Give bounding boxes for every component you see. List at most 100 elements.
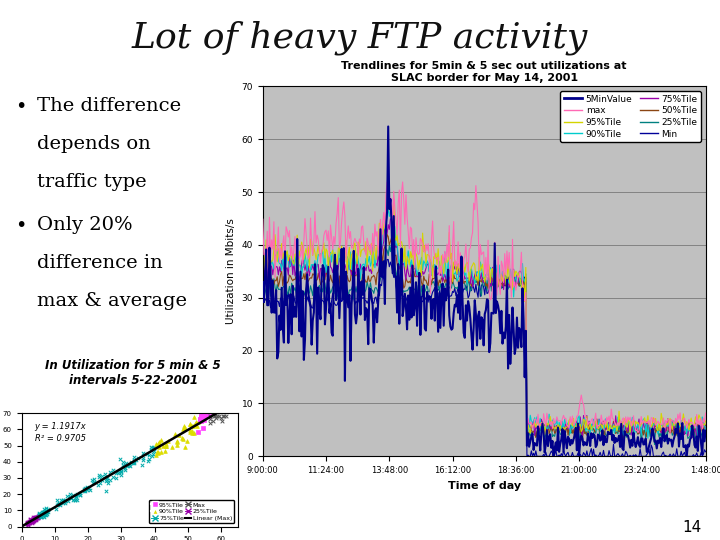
Text: Lot of heavy FTP activity: Lot of heavy FTP activity <box>132 21 588 55</box>
Point <box>161 442 172 451</box>
Point <box>66 493 77 502</box>
Text: traffic type: traffic type <box>37 173 147 191</box>
Point <box>21 520 32 529</box>
Point <box>69 496 81 505</box>
Point <box>39 509 50 517</box>
Point <box>32 514 43 523</box>
Point <box>40 511 51 519</box>
Point <box>125 462 136 470</box>
Point <box>34 509 45 518</box>
Point <box>36 508 48 517</box>
Point <box>201 412 212 421</box>
Point <box>24 517 35 525</box>
Point <box>117 460 129 469</box>
Point <box>161 442 172 451</box>
Point <box>143 455 155 463</box>
Point <box>55 496 67 504</box>
Point <box>130 456 142 464</box>
Point <box>55 501 66 510</box>
Point <box>24 515 36 524</box>
Point <box>138 456 149 464</box>
Point <box>115 471 127 480</box>
Point <box>37 508 49 516</box>
Point <box>196 414 207 422</box>
Point <box>27 513 39 522</box>
Point <box>71 491 82 500</box>
Point <box>188 413 199 421</box>
Point <box>204 415 216 423</box>
Point <box>214 412 225 421</box>
Title: Trendlines for 5min & 5 sec out utilizations at
SLAC border for May 14, 2001: Trendlines for 5min & 5 sec out utilizat… <box>341 61 627 83</box>
Point <box>153 449 164 457</box>
Point <box>35 512 46 521</box>
Point <box>22 518 34 526</box>
Point <box>116 467 127 475</box>
Point <box>191 422 202 430</box>
Point <box>40 508 52 516</box>
Point <box>24 515 36 523</box>
Point <box>202 412 213 421</box>
Point <box>40 508 51 517</box>
Point <box>35 511 46 519</box>
Point <box>189 420 201 428</box>
Point <box>32 511 44 520</box>
Point <box>189 420 201 429</box>
Point <box>113 468 125 476</box>
Point <box>38 510 50 519</box>
Point <box>84 483 95 492</box>
Text: max & average: max & average <box>37 292 187 309</box>
Point <box>75 489 86 497</box>
Point <box>28 514 40 522</box>
Point <box>39 504 50 513</box>
Point <box>35 513 47 522</box>
Point <box>58 496 69 504</box>
Point <box>26 517 37 526</box>
Point <box>119 466 130 475</box>
Point <box>195 416 207 425</box>
Point <box>115 467 127 476</box>
Point <box>101 472 112 481</box>
Point <box>83 484 94 492</box>
Point <box>109 474 121 483</box>
Point <box>34 511 45 519</box>
Point <box>215 413 227 422</box>
Point <box>163 437 174 445</box>
Point <box>22 519 33 528</box>
Point <box>22 518 33 527</box>
Point <box>148 447 160 455</box>
Point <box>23 518 35 526</box>
Point <box>153 443 164 451</box>
Point <box>27 515 39 523</box>
Point <box>30 515 41 523</box>
Point <box>156 447 167 456</box>
Point <box>199 416 210 425</box>
Point <box>87 478 99 487</box>
Point <box>37 509 49 518</box>
Point <box>26 518 37 527</box>
Point <box>22 520 34 529</box>
Point <box>104 476 116 485</box>
Point <box>92 480 104 489</box>
Point <box>171 437 183 446</box>
Point <box>31 514 42 522</box>
Point <box>197 413 209 422</box>
Point <box>217 412 229 421</box>
Point <box>176 434 188 442</box>
Point <box>38 508 50 516</box>
Point <box>184 420 196 428</box>
Point <box>22 518 33 527</box>
Point <box>29 512 40 521</box>
Point <box>28 514 40 523</box>
Point <box>107 466 119 475</box>
Point <box>179 423 190 432</box>
Point <box>195 412 207 421</box>
Point <box>42 509 53 518</box>
Point <box>22 519 33 528</box>
Point <box>40 507 51 515</box>
Point <box>81 484 93 493</box>
Point <box>28 515 40 523</box>
Point <box>25 517 37 525</box>
Point <box>35 511 46 520</box>
Point <box>29 516 40 524</box>
Point <box>31 512 42 521</box>
